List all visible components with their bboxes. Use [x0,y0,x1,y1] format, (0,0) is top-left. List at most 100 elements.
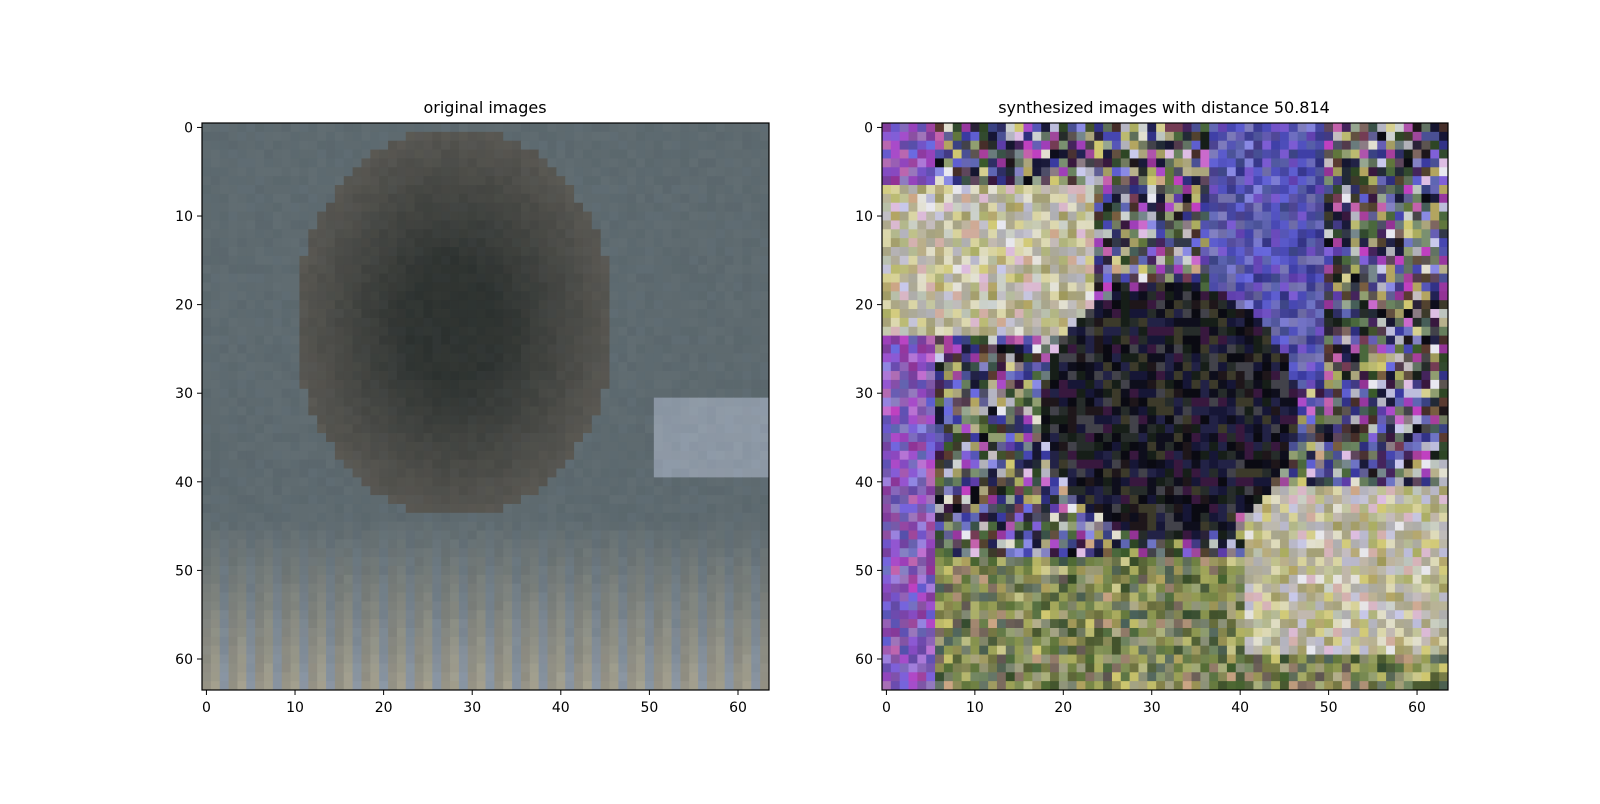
image-pixel [1430,132,1439,141]
image-pixel [592,486,601,495]
image-pixel [477,274,486,283]
image-pixel [335,282,344,291]
image-pixel [601,407,610,416]
image-pixel [909,132,918,141]
image-pixel [663,477,672,486]
image-pixel [415,291,424,300]
image-pixel [1271,185,1280,194]
image-pixel [246,513,255,522]
image-pixel [432,531,441,540]
image-pixel [335,158,344,167]
image-pixel [663,407,672,416]
image-pixel [282,282,291,291]
image-pixel [734,451,743,460]
image-pixel [539,495,548,504]
image-pixel [406,415,415,424]
image-pixel [370,575,379,584]
image-pixel [406,486,415,495]
image-pixel [1324,167,1333,176]
image-pixel [751,265,760,274]
image-pixel [689,309,698,318]
image-pixel [317,265,326,274]
image-pixel [627,477,636,486]
image-pixel [742,646,751,655]
image-pixel [618,681,627,690]
image-pixel [645,150,654,159]
image-pixel [468,557,477,566]
image-pixel [548,566,557,575]
image-pixel [264,672,273,681]
image-pixel [432,513,441,522]
image-pixel [353,389,362,398]
image-pixel [264,398,273,407]
image-pixel [299,495,308,504]
image-pixel [1413,220,1422,229]
image-pixel [654,424,663,433]
image-pixel [370,389,379,398]
image-pixel [734,398,743,407]
image-pixel [326,619,335,628]
image-pixel [229,433,238,442]
image-pixel [1121,158,1130,167]
image-pixel [592,407,601,416]
image-pixel [229,593,238,602]
image-pixel [344,389,353,398]
image-pixel [477,362,486,371]
image-pixel [1368,123,1377,132]
image-pixel [477,495,486,504]
image-pixel [308,601,317,610]
image-pixel [370,398,379,407]
image-pixel [432,141,441,150]
image-pixel [663,539,672,548]
image-pixel [583,672,592,681]
image-pixel [689,344,698,353]
image-pixel [512,655,521,664]
image-pixel [361,451,370,460]
image-pixel [565,265,574,274]
image-pixel [645,220,654,229]
image-pixel [707,531,716,540]
image-pixel [1006,203,1015,212]
image-pixel [202,442,211,451]
image-pixel [397,601,406,610]
image-pixel [211,185,220,194]
image-pixel [388,362,397,371]
image-pixel [459,256,468,265]
image-pixel [1404,212,1413,221]
image-pixel [397,477,406,486]
image-pixel [539,566,548,575]
image-pixel [335,504,344,513]
image-pixel [494,566,503,575]
image-pixel [962,203,971,212]
image-pixel [1032,203,1041,212]
image-pixel [583,167,592,176]
image-pixel [698,247,707,256]
image-pixel [202,663,211,672]
image-pixel [220,185,229,194]
image-pixel [601,460,610,469]
image-pixel [388,610,397,619]
image-pixel [1112,185,1121,194]
image-pixel [317,513,326,522]
image-pixel [317,212,326,221]
image-pixel [317,398,326,407]
image-pixel [654,141,663,150]
image-pixel [574,291,583,300]
image-pixel [645,282,654,291]
image-pixel [468,158,477,167]
image-pixel [450,362,459,371]
image-pixel [734,584,743,593]
image-pixel [388,185,397,194]
image-pixel [264,123,273,132]
image-pixel [900,123,909,132]
image-pixel [282,619,291,628]
image-pixel [654,584,663,593]
image-pixel [468,469,477,478]
image-pixel [441,327,450,336]
image-pixel [494,203,503,212]
image-pixel [353,194,362,203]
image-pixel [503,424,512,433]
image-pixel [379,238,388,247]
image-pixel [663,158,672,167]
image-pixel [521,371,530,380]
